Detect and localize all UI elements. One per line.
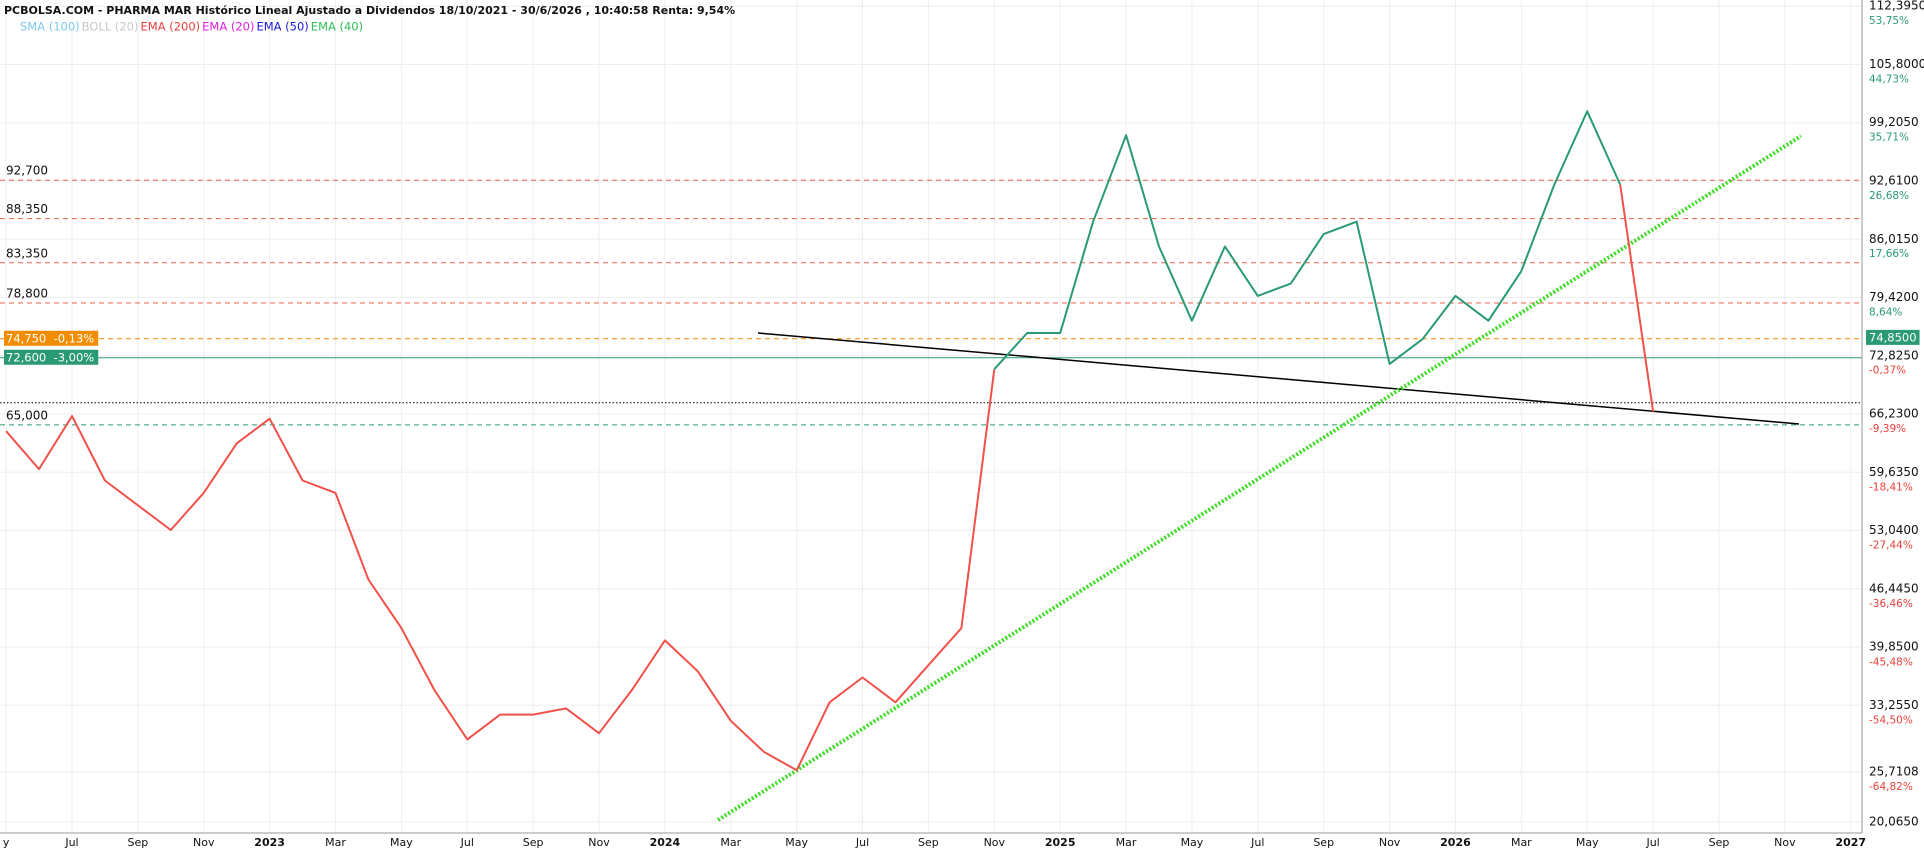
y2-tick-label: -36,46%	[1869, 598, 1913, 610]
y2-tick-label: 35,71%	[1869, 132, 1909, 144]
last-price-label: 74,8500	[1869, 330, 1917, 344]
x-tick-label: May	[1576, 836, 1599, 849]
x-tick-label: 2026	[1440, 836, 1471, 849]
trend-line	[716, 134, 1803, 822]
y-tick-label: 72,8250	[1869, 348, 1919, 362]
y2-tick-label: -54,50%	[1869, 715, 1913, 727]
legend-entry: SMA (100)	[20, 20, 80, 34]
y-tick-label: 25,7108	[1869, 764, 1919, 778]
y-tick-label: 53,0400	[1869, 523, 1919, 537]
y-tick-label: 86,0150	[1869, 232, 1919, 246]
x-tick-label: Sep	[1313, 836, 1334, 849]
y-tick-label: 92,6100	[1869, 173, 1919, 187]
y-tick-label: 33,2550	[1869, 698, 1919, 712]
x-tick-label: Sep	[1709, 836, 1730, 849]
level-label: 92,700	[6, 164, 48, 178]
x-tick-label: May	[390, 836, 413, 849]
y2-tick-label: -9,39%	[1869, 423, 1906, 435]
y2-tick-label: -64,82%	[1869, 781, 1913, 793]
levels: 92,700 88,350 83,350 78,800 74,750 -0,13% 72,…	[0, 164, 1862, 426]
plot	[5, 111, 1686, 772]
x-tick-label: Sep	[918, 836, 939, 849]
y-tick-label: 99,2050	[1869, 115, 1919, 129]
price-line	[5, 184, 1655, 772]
y-tick-label: 46,4450	[1869, 581, 1919, 595]
trend-line	[757, 332, 1800, 425]
x-tick-label: y	[3, 836, 10, 849]
x-tick-label: Sep	[523, 836, 544, 849]
x-tick-label: May	[785, 836, 808, 849]
x-tick-label: Nov	[193, 836, 215, 849]
y-tick-label: 20,0650	[1869, 814, 1919, 828]
y2-tick-label: 26,68%	[1869, 190, 1909, 202]
x-tick-label: Mar	[1511, 836, 1532, 849]
level-box	[4, 330, 99, 346]
x-tick-label: Nov	[588, 836, 610, 849]
y-tick-label: 66,2300	[1869, 407, 1919, 421]
x-tick-label: 2025	[1045, 836, 1076, 849]
y2-tick-label: 44,73%	[1869, 73, 1909, 85]
y2-tick-label: -18,41%	[1869, 481, 1913, 493]
x-tick-label: Jul	[855, 836, 869, 849]
y2-tick-label: -0,37%	[1869, 365, 1906, 377]
y-tick-label: 59,6350	[1869, 465, 1919, 479]
level-label: 72,600 -3,00%	[6, 350, 94, 364]
x-tick-label: Sep	[127, 836, 148, 849]
level-box	[4, 349, 99, 365]
x-tick-label: Nov	[984, 836, 1006, 849]
x-tick-label: Nov	[1379, 836, 1401, 849]
legend-entry: EMA (50)	[256, 20, 308, 34]
y2-tick-label: 53,75%	[1869, 15, 1909, 27]
last-price-box	[1866, 329, 1920, 345]
x-tick-label: 2023	[254, 836, 285, 849]
x-tick-label: 2027	[1835, 836, 1866, 849]
chart-title: PCBOLSA.COM - PHARMA MAR Histórico Linea…	[4, 4, 735, 17]
y2-tick-label: -27,44%	[1869, 540, 1913, 552]
legend-entry: EMA (20)	[202, 20, 254, 34]
x-tick-label: Nov	[1774, 836, 1796, 849]
level-label: 65,000	[6, 408, 48, 422]
y2-tick-label: -45,48%	[1869, 656, 1913, 668]
x-tick-label: 2024	[650, 836, 681, 849]
x-tick-label: Mar	[325, 836, 346, 849]
y-tick-label: 39,8500	[1869, 640, 1919, 654]
x-tick-label: Jul	[460, 836, 474, 849]
x-tick-label: Jul	[1250, 836, 1264, 849]
x-tick-label: Jul	[1645, 836, 1659, 849]
x-tick-label: May	[1181, 836, 1204, 849]
level-label: 78,800	[6, 286, 48, 300]
y-tick-label: 79,4200	[1869, 290, 1919, 304]
y-tick-label: 112,3950	[1869, 0, 1924, 13]
legend-entry: BOLL (20)	[82, 20, 139, 34]
y2-tick-label: 17,66%	[1869, 248, 1909, 260]
x-tick-label: Mar	[720, 836, 741, 849]
legend: SMA (100) BOLL (20) EMA (200) EMA (20) EMA (…	[20, 20, 363, 34]
y2-tick-label: 8,64%	[1869, 307, 1902, 319]
grid	[0, 0, 1862, 833]
level-label: 88,350	[6, 202, 48, 216]
level-label: 74,750 -0,13%	[6, 331, 94, 345]
level-label: 83,350	[6, 246, 48, 260]
x-tick-label: Mar	[1116, 836, 1137, 849]
legend-entry: EMA (40)	[311, 20, 363, 34]
x-tick-label: Jul	[64, 836, 78, 849]
legend-entry: EMA (200)	[141, 20, 201, 34]
y-tick-label: 105,8000	[1869, 57, 1924, 71]
